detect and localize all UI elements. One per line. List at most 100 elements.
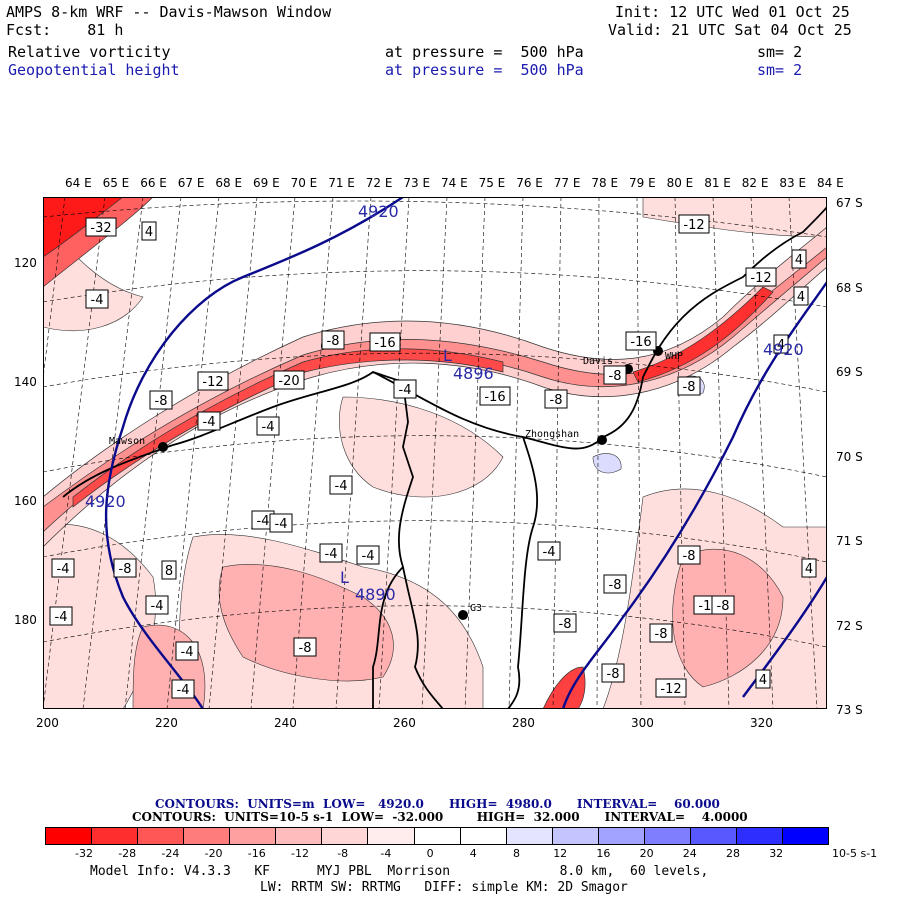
svg-text:8: 8 bbox=[165, 564, 173, 579]
vorticity-label: -4 bbox=[175, 641, 199, 661]
lon-label: 79 E bbox=[629, 176, 656, 190]
colorbar-swatch bbox=[138, 828, 185, 844]
vorticity-label: -4 bbox=[319, 543, 343, 563]
colorbar-tick: 28 bbox=[726, 847, 740, 860]
lat-label: 68 S bbox=[836, 280, 863, 295]
vorticity-label: -4 bbox=[197, 411, 221, 431]
y-tick: 160 bbox=[14, 494, 37, 508]
lon-label: 70 E bbox=[290, 176, 318, 190]
svg-text:-4: -4 bbox=[55, 610, 68, 625]
field2-name: Geopotential height bbox=[8, 61, 180, 79]
vorticity-label: -4 bbox=[51, 558, 75, 578]
lon-label: 68 E bbox=[215, 176, 243, 190]
svg-text:-8: -8 bbox=[550, 393, 563, 408]
colorbar-tick: 24 bbox=[682, 847, 697, 860]
colorbar-tick: -28 bbox=[118, 847, 137, 860]
vorticity-label: -4 bbox=[329, 475, 353, 495]
x-tick: 300 bbox=[631, 716, 654, 730]
lon-label: 64 E bbox=[65, 176, 92, 190]
vorticity-contour-info: CONTOURS: UNITS=10-5 s-1 LOW= -32.000 HI… bbox=[132, 810, 748, 824]
colorbar-swatch bbox=[506, 828, 553, 844]
colorbar-tick: 0 bbox=[426, 847, 434, 860]
lon-label: 76 E bbox=[516, 176, 543, 190]
y-tick: 140 bbox=[14, 375, 37, 389]
svg-text:-4: -4 bbox=[177, 683, 190, 698]
colorbar-swatch bbox=[276, 828, 323, 844]
svg-text:-8: -8 bbox=[155, 394, 168, 409]
vorticity-label: 4 bbox=[801, 558, 817, 578]
field1-name: Relative vorticity bbox=[8, 43, 171, 61]
lon-label: 66 E bbox=[140, 176, 167, 190]
svg-text:-4: -4 bbox=[181, 645, 194, 660]
vorticity-label: -4 bbox=[356, 545, 380, 565]
lon-label: 73 E bbox=[403, 176, 431, 190]
colorbar-swatch bbox=[368, 828, 415, 844]
vorticity-label: -8 bbox=[601, 663, 625, 683]
colorbar-tick: 32 bbox=[769, 847, 784, 860]
forecast-hour: Fcst: 81 h bbox=[6, 21, 124, 39]
svg-text:-4: -4 bbox=[275, 517, 288, 532]
vorticity-label: -8 bbox=[677, 545, 701, 565]
colorbar-swatch bbox=[690, 828, 737, 844]
colorbar-swatch bbox=[736, 828, 783, 844]
lon-label: 84 E bbox=[817, 176, 844, 190]
lat-label: 71 S bbox=[836, 534, 863, 548]
vorticity-map: -32 4 -4 -8 -16 -12 -20 -4 -8 -4 -16 -4 -8 -16 -8 -4 -12… bbox=[43, 197, 827, 709]
lon-label: 77 E bbox=[553, 176, 581, 190]
field1-smooth: sm= 2 bbox=[757, 43, 803, 61]
x-tick: 240 bbox=[274, 716, 297, 730]
vorticity-fill-mid bbox=[132, 548, 784, 709]
lon-label: 82 E bbox=[741, 176, 769, 190]
colorbar-swatch bbox=[644, 828, 691, 844]
vorticity-label: -20 bbox=[273, 370, 305, 390]
svg-text:-4: -4 bbox=[335, 479, 348, 494]
svg-text:-12: -12 bbox=[660, 682, 681, 697]
vorticity-label: -8 bbox=[113, 558, 137, 578]
height-label: 4896 bbox=[453, 364, 494, 383]
svg-text:-8: -8 bbox=[119, 562, 132, 577]
svg-text:-8: -8 bbox=[559, 617, 572, 632]
vorticity-label: -8 bbox=[553, 613, 577, 633]
vorticity-label: -12 bbox=[197, 371, 229, 391]
y-tick: 180 bbox=[14, 613, 37, 627]
vorticity-label: -4 bbox=[85, 289, 109, 309]
vorticity-label: 4 bbox=[141, 221, 157, 241]
station-label: Davis bbox=[583, 356, 613, 367]
station-label: Zhongshan bbox=[525, 429, 579, 440]
svg-text:-8: -8 bbox=[327, 334, 340, 349]
svg-text:4: 4 bbox=[145, 225, 153, 240]
svg-text:-4: -4 bbox=[57, 562, 70, 577]
svg-text:-4: -4 bbox=[543, 545, 556, 560]
colorbar-swatch bbox=[414, 828, 461, 844]
vorticity-label: -12 bbox=[655, 678, 687, 698]
x-tick: 220 bbox=[155, 716, 178, 730]
svg-text:-4: -4 bbox=[151, 599, 164, 614]
svg-text:-8: -8 bbox=[683, 549, 696, 564]
x-tick: 320 bbox=[750, 716, 773, 730]
colorbar-swatch bbox=[46, 828, 93, 844]
colorbar-swatch bbox=[184, 828, 231, 844]
colorbar-tick: -16 bbox=[247, 847, 266, 860]
lat-label: 67 S bbox=[836, 196, 863, 210]
svg-text:-4: -4 bbox=[203, 415, 216, 430]
lon-label: 78 E bbox=[591, 176, 619, 190]
vorticity-label: -8 bbox=[149, 390, 173, 410]
map-title: AMPS 8-km WRF -- Davis-Mawson Window bbox=[6, 3, 332, 21]
x-tick: 260 bbox=[393, 716, 416, 730]
vorticity-label: -16 bbox=[479, 386, 511, 406]
svg-text:-4: -4 bbox=[262, 420, 275, 435]
svg-text:-4: -4 bbox=[91, 293, 104, 308]
colorbar-swatch bbox=[783, 828, 829, 844]
vorticity-label: -8 bbox=[677, 376, 701, 396]
svg-text:-4: -4 bbox=[362, 549, 375, 564]
x-tick: 200 bbox=[36, 716, 59, 730]
lat-label: 72 S bbox=[836, 618, 863, 633]
vorticity-label: -32 bbox=[85, 217, 117, 237]
colorbar-tick: 16 bbox=[596, 847, 611, 860]
colorbar-swatch bbox=[598, 828, 645, 844]
colorbar-tick: 4 bbox=[469, 847, 477, 860]
svg-text:-12: -12 bbox=[202, 375, 223, 390]
vorticity-label: 4 bbox=[791, 249, 807, 269]
vorticity-label: -8 bbox=[544, 389, 568, 409]
colorbar-tick: 12 bbox=[553, 847, 568, 860]
